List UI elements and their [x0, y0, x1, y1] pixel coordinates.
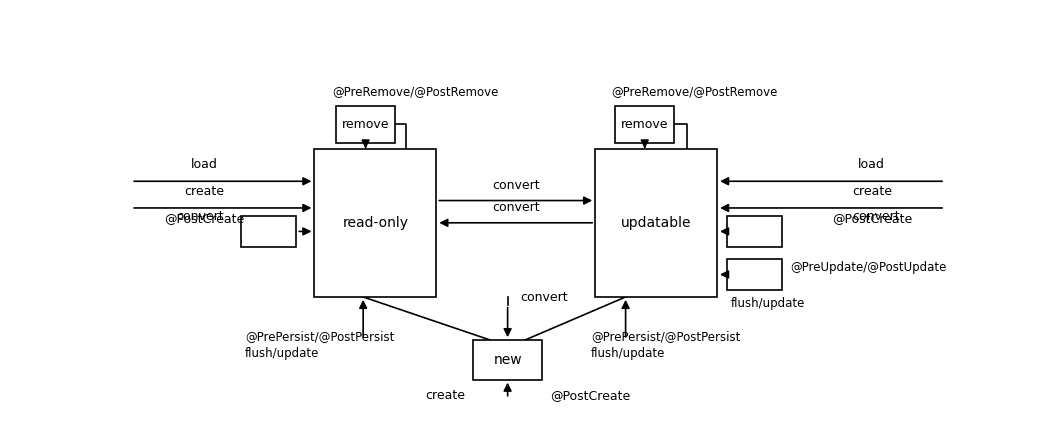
- Bar: [595, 149, 717, 297]
- Text: convert: convert: [853, 210, 900, 223]
- Text: @PreUpdate/@PostUpdate: @PreUpdate/@PostUpdate: [791, 261, 947, 274]
- Text: read-only: read-only: [342, 216, 408, 230]
- Text: @PrePersist/@PostPersist
flush/update: @PrePersist/@PostPersist flush/update: [246, 330, 395, 360]
- Bar: [242, 216, 296, 247]
- Text: remove: remove: [342, 118, 390, 131]
- Text: @PostCreate: @PostCreate: [832, 212, 911, 225]
- Bar: [727, 259, 782, 290]
- Text: @PostCreate: @PostCreate: [165, 212, 245, 225]
- Text: convert: convert: [492, 201, 540, 214]
- Text: create: create: [852, 185, 891, 198]
- Text: @PreRemove/@PostRemove: @PreRemove/@PostRemove: [611, 85, 778, 98]
- Bar: [615, 105, 674, 143]
- Text: flush/update: flush/update: [731, 297, 805, 310]
- Text: remove: remove: [621, 118, 669, 131]
- Text: @PrePersist/@PostPersist
flush/update: @PrePersist/@PostPersist flush/update: [591, 330, 740, 360]
- Bar: [727, 216, 782, 247]
- Text: create: create: [425, 389, 465, 402]
- Text: create: create: [185, 185, 225, 198]
- Text: @PreRemove/@PostRemove: @PreRemove/@PostRemove: [332, 85, 499, 98]
- Text: convert: convert: [176, 210, 224, 223]
- Text: convert: convert: [520, 291, 567, 304]
- Text: load: load: [191, 158, 218, 171]
- Text: new: new: [494, 353, 522, 367]
- Text: convert: convert: [492, 179, 540, 192]
- Bar: [314, 149, 437, 297]
- Text: updatable: updatable: [621, 216, 691, 230]
- Text: load: load: [858, 158, 885, 171]
- Bar: [336, 105, 395, 143]
- Text: @PostCreate: @PostCreate: [550, 389, 631, 402]
- Bar: [472, 340, 542, 380]
